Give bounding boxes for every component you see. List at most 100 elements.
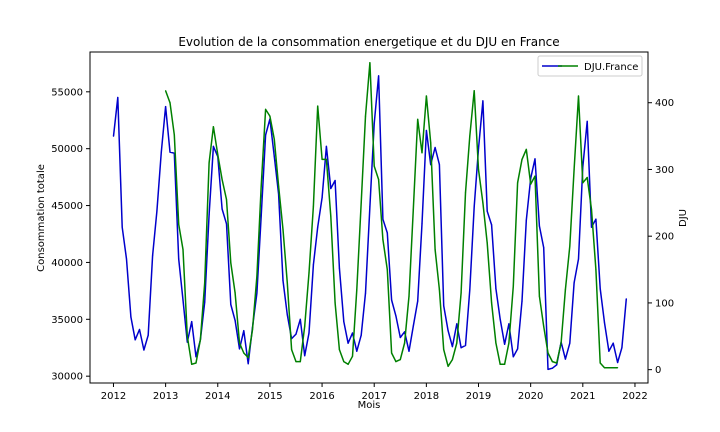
data-point-left-series (412, 325, 414, 327)
data-point-left-series (195, 356, 197, 358)
data-point-dju-france (173, 134, 175, 136)
data-point-left-series (495, 288, 497, 290)
data-point-dju-france (204, 282, 206, 284)
data-point-left-series (534, 158, 536, 160)
data-point-left-series (543, 247, 545, 249)
data-point-left-series (451, 346, 453, 348)
data-point-dju-france (182, 248, 184, 251)
data-point-left-series (525, 219, 527, 221)
data-point-dju-france (225, 198, 228, 201)
data-point-left-series (473, 206, 475, 208)
y2-tick-label: 200 (655, 232, 674, 243)
series-layer (112, 61, 628, 371)
data-point-left-series (499, 318, 501, 320)
data-point-left-series (617, 361, 619, 364)
data-point-left-series (256, 292, 258, 294)
data-point-left-series (112, 135, 115, 137)
x-tick-label: 2013 (153, 391, 178, 402)
data-point-dju-france (238, 342, 241, 344)
data-point-dju-france (430, 142, 432, 144)
data-point-dju-france (525, 148, 527, 150)
data-point-dju-france (617, 367, 619, 369)
data-point-left-series (612, 342, 614, 344)
data-point-left-series (265, 134, 267, 136)
x-tick-label: 2022 (622, 391, 647, 402)
y2-tick-label: 0 (655, 365, 661, 376)
data-point-left-series (438, 164, 440, 166)
data-point-dju-france (338, 349, 340, 351)
data-point-dju-france (464, 192, 467, 194)
data-point-left-series (156, 210, 158, 212)
data-point-left-series (191, 321, 193, 323)
data-point-left-series (282, 280, 284, 282)
data-point-left-series (182, 299, 184, 301)
data-point-left-series (243, 330, 245, 332)
data-point-dju-france (378, 178, 380, 181)
data-point-left-series (325, 145, 327, 147)
data-point-left-series (347, 342, 349, 344)
data-point-left-series (477, 148, 480, 150)
data-point-left-series (230, 303, 232, 306)
data-point-dju-france (595, 269, 597, 271)
data-point-left-series (369, 206, 371, 208)
data-point-left-series (169, 151, 171, 153)
data-point-left-series (517, 348, 519, 350)
y-tick-label: 40000 (51, 258, 83, 269)
data-point-left-series (143, 349, 145, 351)
data-point-left-series (273, 156, 275, 158)
data-point-dju-france (447, 365, 449, 367)
data-point-dju-france (178, 223, 180, 225)
data-point-dju-france (599, 362, 601, 364)
data-point-left-series (165, 106, 167, 108)
data-point-left-series (460, 347, 462, 349)
y-axis-left: 30000 35000 40000 45000 50000 55000 (51, 87, 90, 383)
data-point-dju-france (538, 295, 541, 297)
data-point-dju-france (317, 105, 319, 107)
data-point-dju-france (391, 352, 393, 354)
data-point-dju-france (304, 325, 306, 327)
data-point-dju-france (360, 202, 362, 204)
data-point-left-series (508, 323, 510, 325)
x-tick-label: 2020 (518, 391, 543, 402)
data-point-dju-france (521, 158, 523, 160)
data-point-dju-france (530, 183, 532, 185)
data-point-dju-france (265, 108, 267, 110)
data-point-left-series (577, 258, 580, 260)
data-point-dju-france (469, 135, 471, 137)
data-point-dju-france (399, 359, 401, 361)
data-point-dju-france (251, 329, 254, 331)
data-point-left-series (321, 197, 323, 199)
data-point-dju-france (456, 342, 458, 344)
y-tick-label: 45000 (51, 201, 83, 212)
data-point-left-series (447, 330, 449, 332)
data-point-left-series (399, 336, 401, 339)
x-tick-label: 2017 (361, 391, 386, 402)
data-point-left-series (338, 267, 340, 269)
data-point-dju-france (347, 363, 349, 365)
data-point-dju-france (364, 115, 367, 117)
data-point-dju-france (199, 339, 201, 341)
data-point-left-series (586, 120, 588, 122)
data-point-dju-france (308, 272, 310, 274)
data-point-dju-france (590, 208, 593, 211)
data-point-dju-france (534, 175, 536, 177)
data-point-left-series (238, 348, 241, 350)
data-point-dju-france (508, 342, 510, 344)
data-point-dju-france (165, 90, 167, 92)
data-point-left-series (608, 350, 610, 352)
data-point-dju-france (247, 357, 249, 359)
data-point-dju-france (212, 126, 214, 128)
data-point-left-series (382, 218, 384, 220)
data-point-left-series (208, 214, 210, 216)
x-tick-label: 2015 (257, 391, 282, 402)
data-point-left-series (147, 334, 149, 336)
y-tick-label: 50000 (51, 144, 83, 155)
data-point-dju-france (386, 269, 388, 271)
data-point-dju-france (473, 90, 475, 92)
data-point-dju-france (421, 152, 423, 154)
legend: DJU.France (537, 55, 643, 77)
data-point-left-series (221, 208, 223, 210)
data-point-dju-france (477, 168, 480, 171)
data-point-dju-france (577, 95, 580, 97)
data-point-left-series (121, 226, 123, 228)
